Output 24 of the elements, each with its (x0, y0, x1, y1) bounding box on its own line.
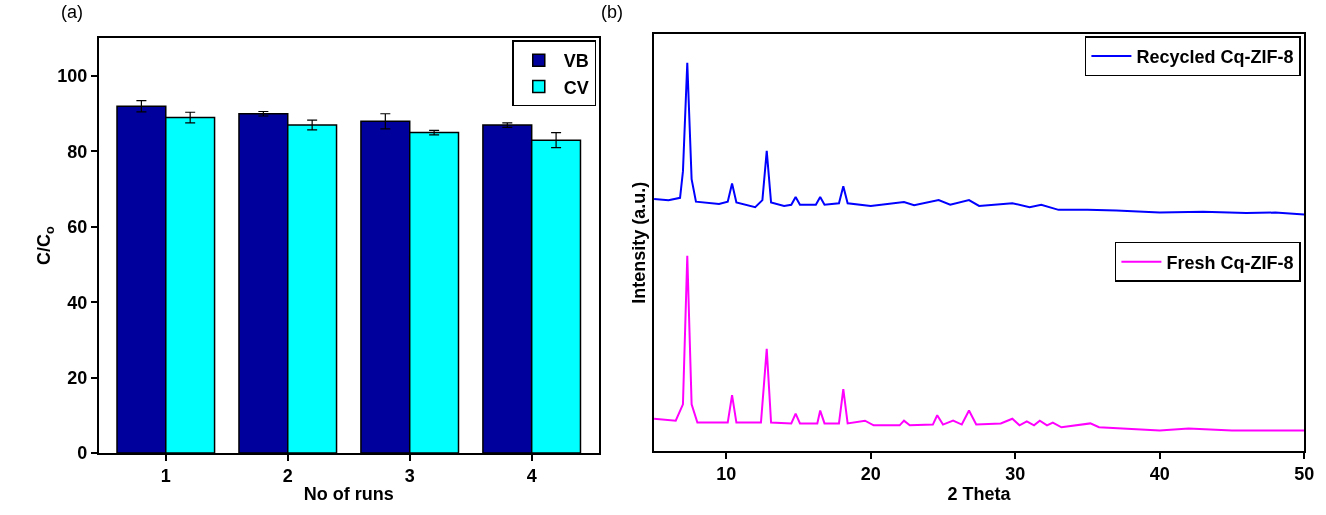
y-tick-label: 20 (67, 367, 88, 388)
legend-label: Fresh Cq-ZIF-8 (1166, 252, 1294, 273)
legend-label: CV (563, 77, 589, 98)
legend-label: Recycled Cq-ZIF-8 (1136, 47, 1294, 68)
x-tick-label: 3 (404, 466, 415, 487)
x-tick-label: 10 (716, 464, 737, 485)
y-tick-label: 0 (77, 443, 88, 464)
x-tick-label: 30 (1005, 464, 1026, 485)
y-tick-label: 80 (67, 141, 88, 162)
y-tick-label: 60 (67, 217, 88, 238)
x-tick-label: 20 (860, 464, 881, 485)
y-tick-label: 100 (57, 66, 88, 87)
text: (a) (61, 2, 83, 22)
x-tick-label: 50 (1294, 464, 1315, 485)
y-tick-label: 40 (67, 292, 88, 313)
x-axis-title: No of runs (303, 483, 394, 504)
y-axis-title: Intensity (a.u.) (629, 181, 649, 304)
text: (b) (601, 2, 623, 22)
x-tick-label: 2 (282, 466, 293, 487)
x-tick-label: 40 (1149, 464, 1170, 485)
x-tick-label: 1 (160, 466, 171, 487)
x-tick-label: 4 (526, 466, 537, 487)
x-axis-title: 2 Theta (947, 484, 1012, 505)
legend-label: VB (563, 51, 589, 72)
